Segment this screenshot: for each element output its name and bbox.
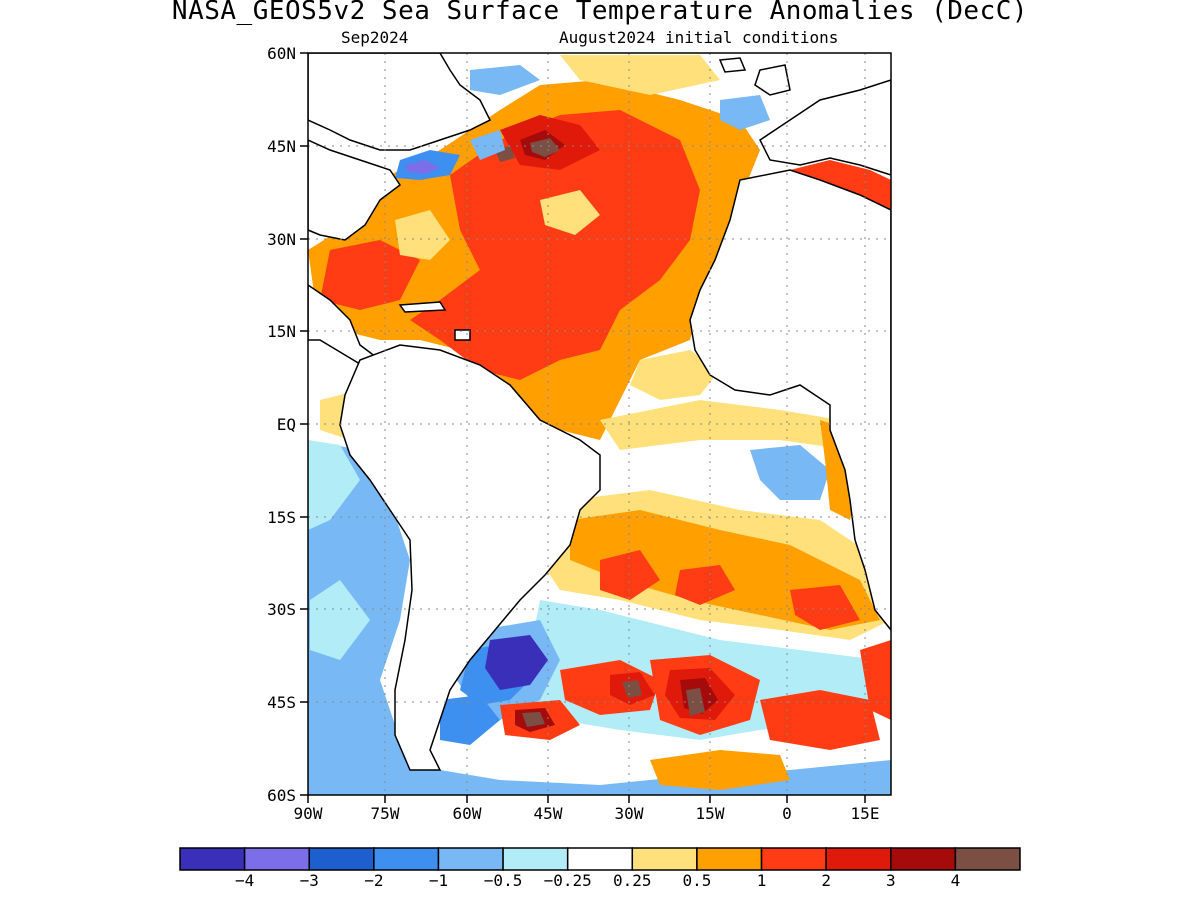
lon-label: 75W [371, 804, 400, 823]
lat-label: 30N [267, 230, 296, 249]
colorbar-label: 1 [757, 871, 767, 890]
colorbar-swatch [179, 847, 246, 871]
forecast-month: Sep2024 [341, 28, 409, 47]
landmasses [308, 53, 891, 771]
colorbar-swatch [825, 847, 892, 871]
lat-label: 45N [267, 137, 296, 156]
colorbar-label: −4 [235, 871, 254, 890]
lat-label: 60N [267, 44, 296, 63]
initial-conditions: August2024 initial conditions [559, 28, 839, 47]
colorbar-label: 4 [951, 871, 961, 890]
lon-label: 15E [851, 804, 880, 823]
colorbar-label: −0.25 [544, 871, 592, 890]
map-title: NASA_GEOS5v2 Sea Surface Temperature Ano… [171, 0, 1029, 26]
south-atlantic-anomaly-field [308, 440, 891, 795]
lat-label: 45S [267, 693, 296, 712]
lon-label: 30W [615, 804, 644, 823]
colorbar-label: −2 [364, 871, 383, 890]
colorbar-swatch [631, 847, 698, 871]
lon-label: 90W [294, 804, 323, 823]
axis-ticks [300, 52, 866, 803]
north-america-land [308, 53, 492, 151]
colorbar-swatch [308, 847, 375, 871]
colorbar-swatch [243, 847, 310, 871]
north-atlantic-anomaly-field [308, 55, 891, 440]
colorbar-swatch [696, 847, 763, 871]
south-america-land [339, 344, 601, 771]
graticule [308, 53, 891, 795]
lon-label: 0 [782, 804, 792, 823]
colorbar-swatch [954, 847, 1021, 871]
africa-land [689, 169, 891, 632]
lat-label: 15S [267, 508, 296, 527]
lat-label: 60S [267, 786, 296, 805]
colorbar-swatch [437, 847, 504, 871]
latitude-labels: 60N 45N 30N 15N EQ 15S 30S 45S 60S [267, 44, 296, 805]
lat-label: EQ [277, 415, 296, 434]
lat-label: 30S [267, 600, 296, 619]
colorbar: −4 −3 −2 −1 −0.5 −0.25 0.25 0.5 1 2 3 4 [179, 847, 1021, 890]
map-plot [308, 53, 891, 795]
lat-label: 15N [267, 322, 296, 341]
colorbar-swatch [373, 847, 440, 871]
colorbar-swatch [760, 847, 827, 871]
europe-land [759, 79, 891, 176]
longitude-labels: 90W 75W 60W 45W 30W 15W 0 15E [294, 804, 880, 823]
colorbar-swatch [890, 847, 957, 871]
lon-label: 15W [696, 804, 725, 823]
colorbar-label: −3 [300, 871, 319, 890]
lon-label: 60W [453, 804, 482, 823]
colorbar-swatch [502, 847, 569, 871]
colorbar-label: 0.25 [613, 871, 652, 890]
colorbar-label: 0.5 [682, 871, 711, 890]
colorbar-label: −1 [429, 871, 448, 890]
colorbar-label: 2 [821, 871, 831, 890]
colorbar-label: −0.5 [484, 871, 523, 890]
lon-label: 45W [534, 804, 563, 823]
colorbar-label: 3 [886, 871, 896, 890]
colorbar-swatch [566, 847, 634, 871]
